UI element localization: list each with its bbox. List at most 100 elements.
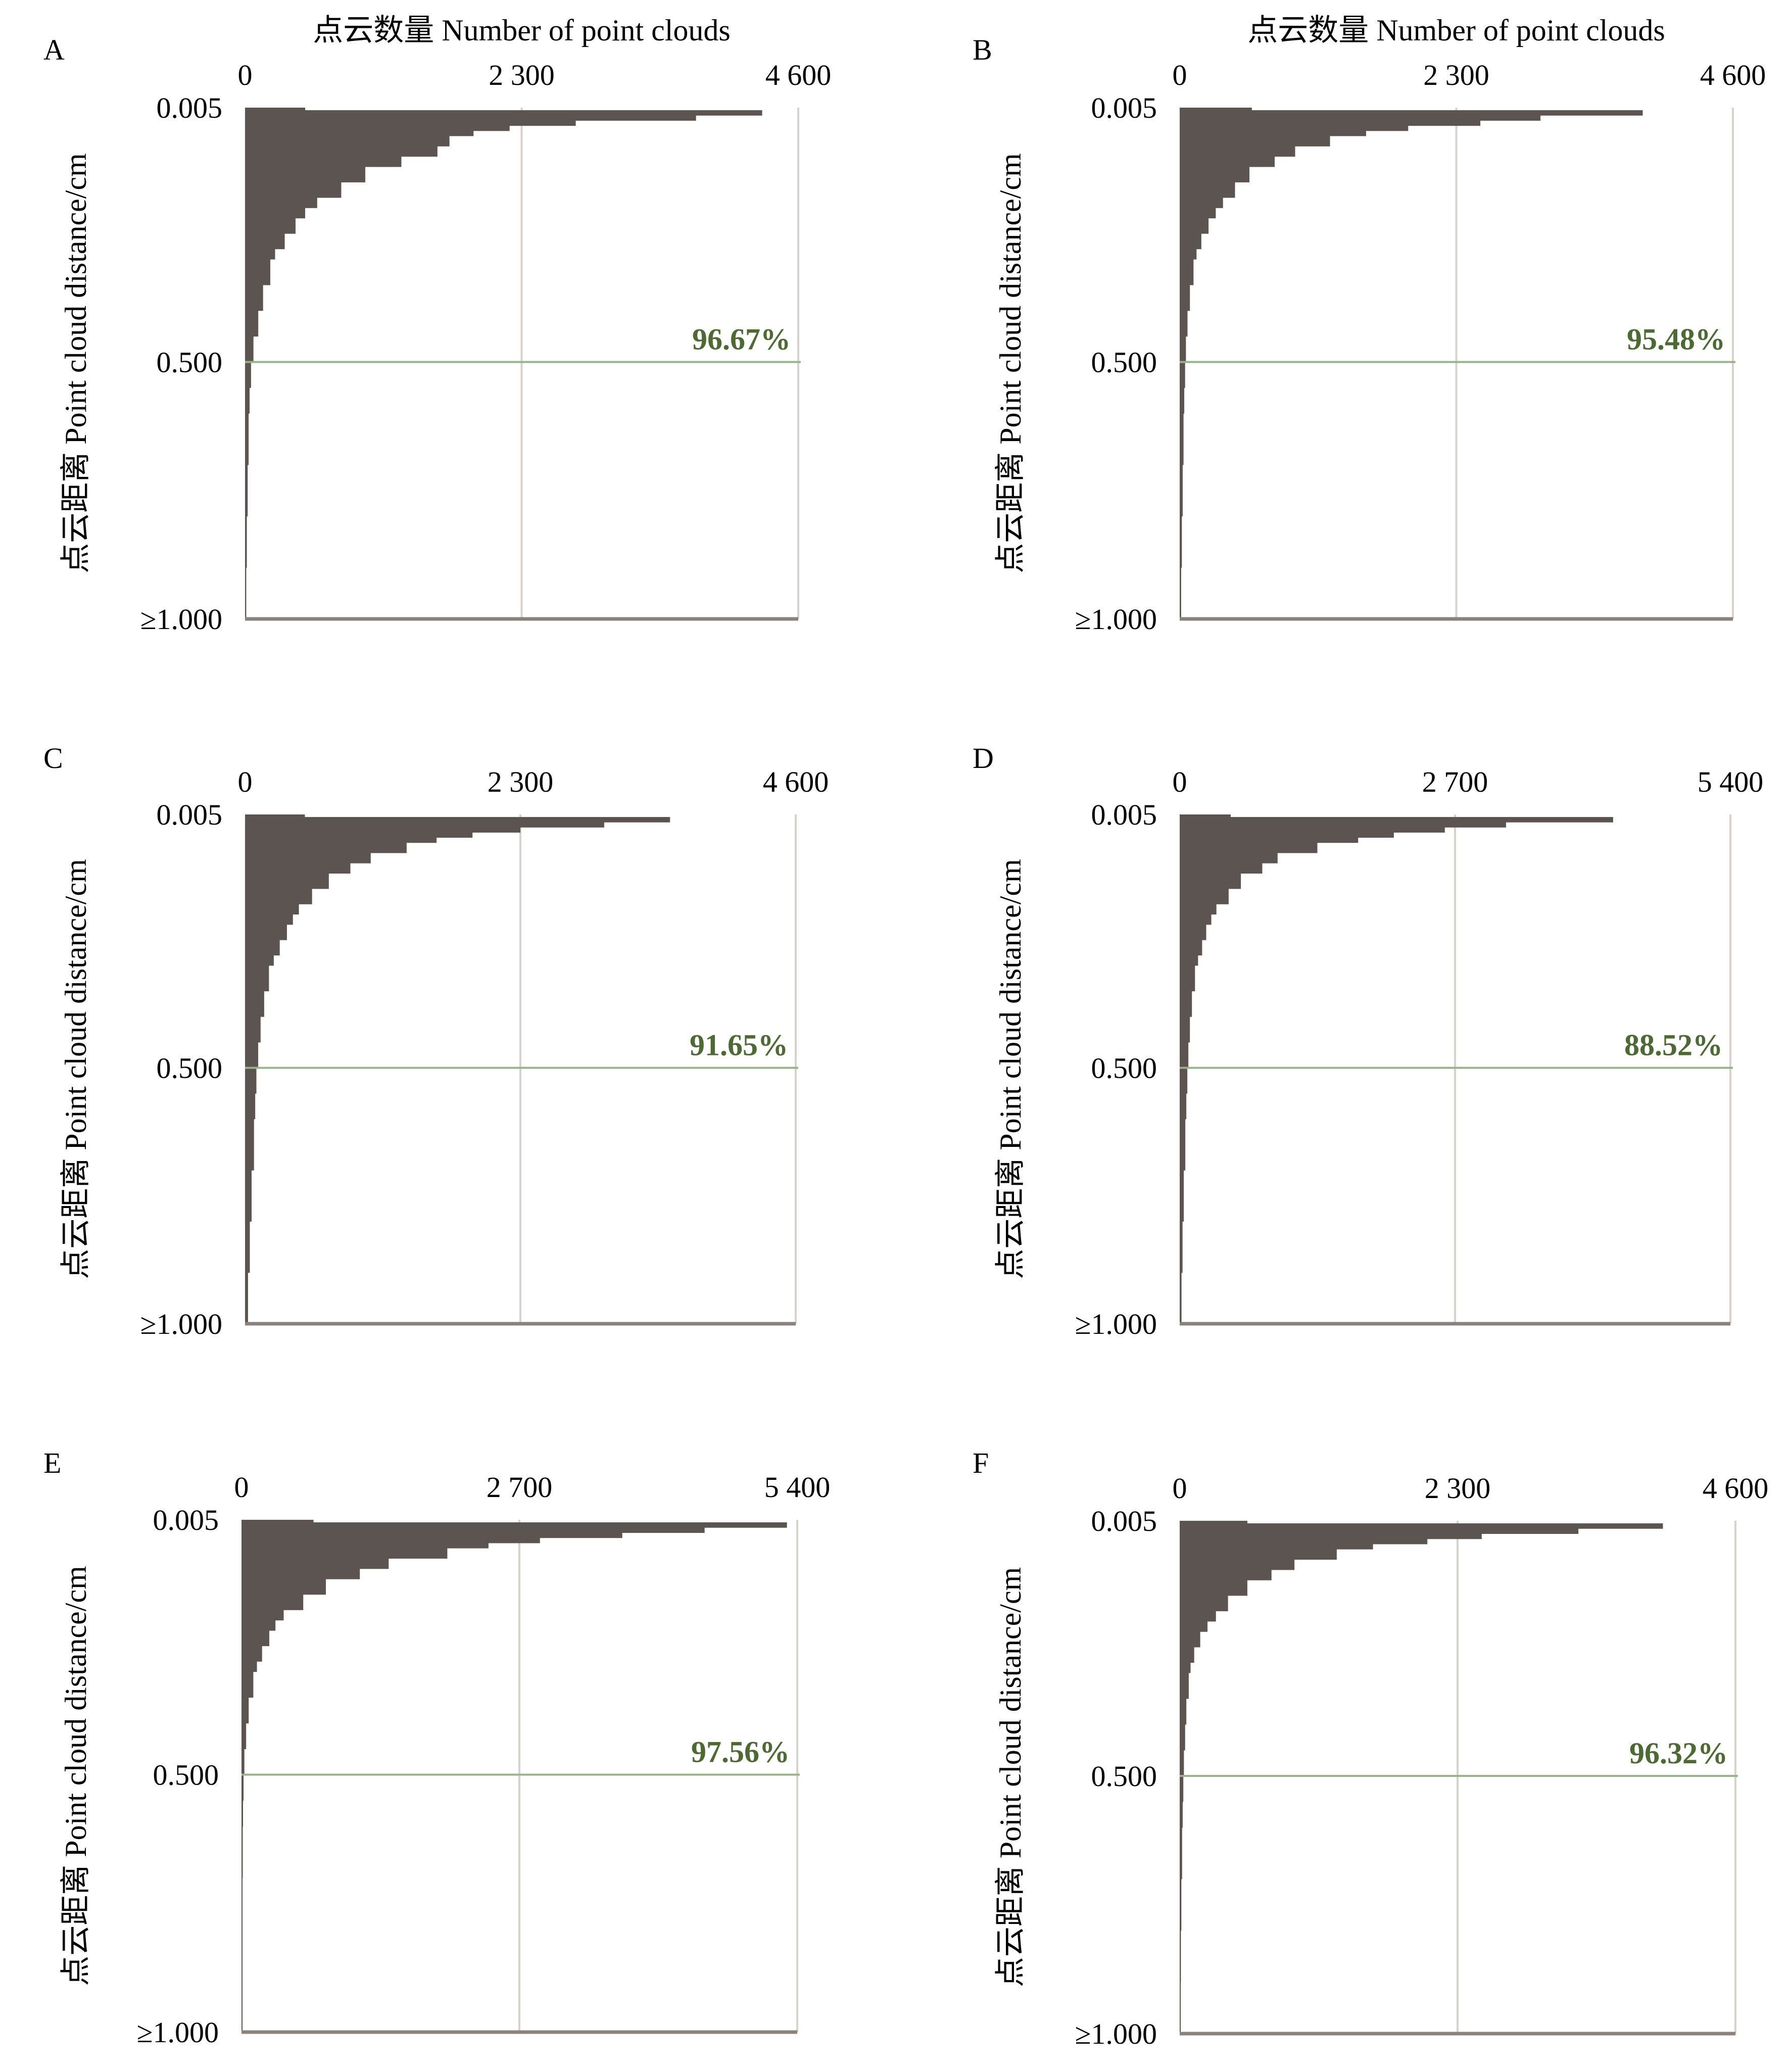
y-axis-title: 点云距离 Point cloud distance/cm <box>59 859 92 1279</box>
y-axis-title: 点云距离 Point cloud distance/cm <box>994 859 1027 1279</box>
y-axis-title: 点云距离 Point cloud distance/cm <box>59 153 92 573</box>
bar <box>1180 827 1445 833</box>
bar <box>245 873 329 889</box>
bar <box>1180 940 1202 956</box>
bar <box>1180 125 1409 131</box>
panel-c: C 0 2 300 4 600 91.65% 0.005 0.500 ≥1.000 点云距离 P… <box>43 742 829 1340</box>
bar <box>245 310 259 337</box>
bar <box>245 1042 259 1068</box>
bar <box>245 1017 261 1043</box>
x-tick-label: 0 <box>238 59 253 91</box>
bar <box>245 567 247 619</box>
x-tick-label: 4 600 <box>763 765 829 798</box>
bar <box>245 1221 250 1273</box>
bar <box>1180 336 1186 362</box>
bar <box>241 1981 243 2033</box>
bar <box>1180 166 1250 182</box>
bar <box>245 388 250 414</box>
bar <box>1180 1698 1187 1725</box>
bar <box>1180 965 1195 992</box>
bar <box>1180 1042 1189 1068</box>
bar <box>1180 832 1394 838</box>
bar <box>245 156 402 167</box>
panel-letter: B <box>973 33 992 66</box>
x-tick-label: 0 <box>234 1471 249 1504</box>
bar <box>241 1537 540 1544</box>
bar <box>1180 413 1184 465</box>
bar <box>1180 1523 1663 1529</box>
bar <box>241 1594 304 1610</box>
bar <box>1180 1750 1184 1776</box>
bar <box>1180 1272 1182 1324</box>
bar <box>245 108 306 111</box>
bar <box>1180 991 1192 1017</box>
bar <box>1180 197 1223 208</box>
y-axis-title: 点云距离 Point cloud distance/cm <box>59 1566 92 1986</box>
bar <box>1180 464 1183 517</box>
x-tick-label: 0 <box>1173 765 1187 798</box>
bar <box>1180 863 1263 874</box>
bar <box>245 413 249 465</box>
bar <box>245 362 251 388</box>
bar <box>1180 1982 1181 2034</box>
x-tick-label: 5 400 <box>1698 765 1764 798</box>
bar <box>1180 1528 1579 1534</box>
bar <box>245 110 762 116</box>
percent-label: 95.48% <box>1627 322 1725 356</box>
bar <box>245 130 474 136</box>
bar <box>1180 233 1201 250</box>
percent-label: 91.65% <box>690 1028 788 1062</box>
bar <box>1180 516 1182 568</box>
bar <box>1180 120 1481 126</box>
bar <box>1180 1017 1190 1043</box>
bar <box>1180 1119 1186 1171</box>
bar <box>1180 852 1278 863</box>
bar <box>241 1522 787 1528</box>
bar <box>245 336 254 362</box>
x-tick-label: 0 <box>1173 1472 1187 1505</box>
x-tick-label: 4 600 <box>765 59 832 91</box>
y-tick-label: 0.500 <box>1091 346 1157 378</box>
bar <box>1180 842 1318 853</box>
y-axis-title: 点云距离 Point cloud distance/cm <box>994 1567 1027 1988</box>
bar <box>1180 1559 1295 1570</box>
percent-label: 97.56% <box>691 1735 790 1768</box>
bar <box>1180 182 1235 198</box>
bar <box>245 120 576 126</box>
bar <box>241 1579 326 1595</box>
bar <box>1180 1093 1187 1120</box>
x-tick-label: 2 300 <box>489 59 555 91</box>
bar <box>1180 1930 1181 1983</box>
y-tick-label: 0.005 <box>157 798 223 831</box>
bar <box>245 516 247 568</box>
bar <box>245 249 275 260</box>
bar <box>1180 1878 1182 1931</box>
bar <box>1180 1662 1191 1673</box>
bar <box>245 955 274 966</box>
panel-f: F 0 2 300 4 600 96.32% 0.005 0.500 ≥1.000 点云距离 P… <box>973 1447 1768 2050</box>
bar <box>1180 1538 1428 1545</box>
bar <box>1180 1631 1200 1648</box>
bar <box>245 888 312 904</box>
bar <box>1180 1533 1482 1539</box>
x-tick-label: 2 300 <box>1425 1472 1491 1505</box>
x-tick-label: 4 600 <box>1700 59 1766 91</box>
y-tick-label: ≥1.000 <box>1075 2017 1157 2050</box>
percent-label: 96.67% <box>692 322 791 356</box>
bar <box>1180 567 1181 619</box>
bar <box>1180 1724 1185 1751</box>
bar <box>245 842 407 853</box>
bar <box>241 1826 243 1878</box>
bar <box>245 965 269 992</box>
bar <box>245 115 696 121</box>
y-tick-label: 0.005 <box>1091 798 1157 831</box>
y-tick-label: ≥1.000 <box>1075 603 1157 636</box>
bar <box>241 1723 247 1749</box>
bar <box>241 1697 249 1724</box>
bar <box>1180 130 1366 136</box>
panel-letter: C <box>43 742 63 775</box>
bar <box>241 1929 243 1981</box>
bar <box>245 208 306 219</box>
bar <box>1180 156 1275 167</box>
